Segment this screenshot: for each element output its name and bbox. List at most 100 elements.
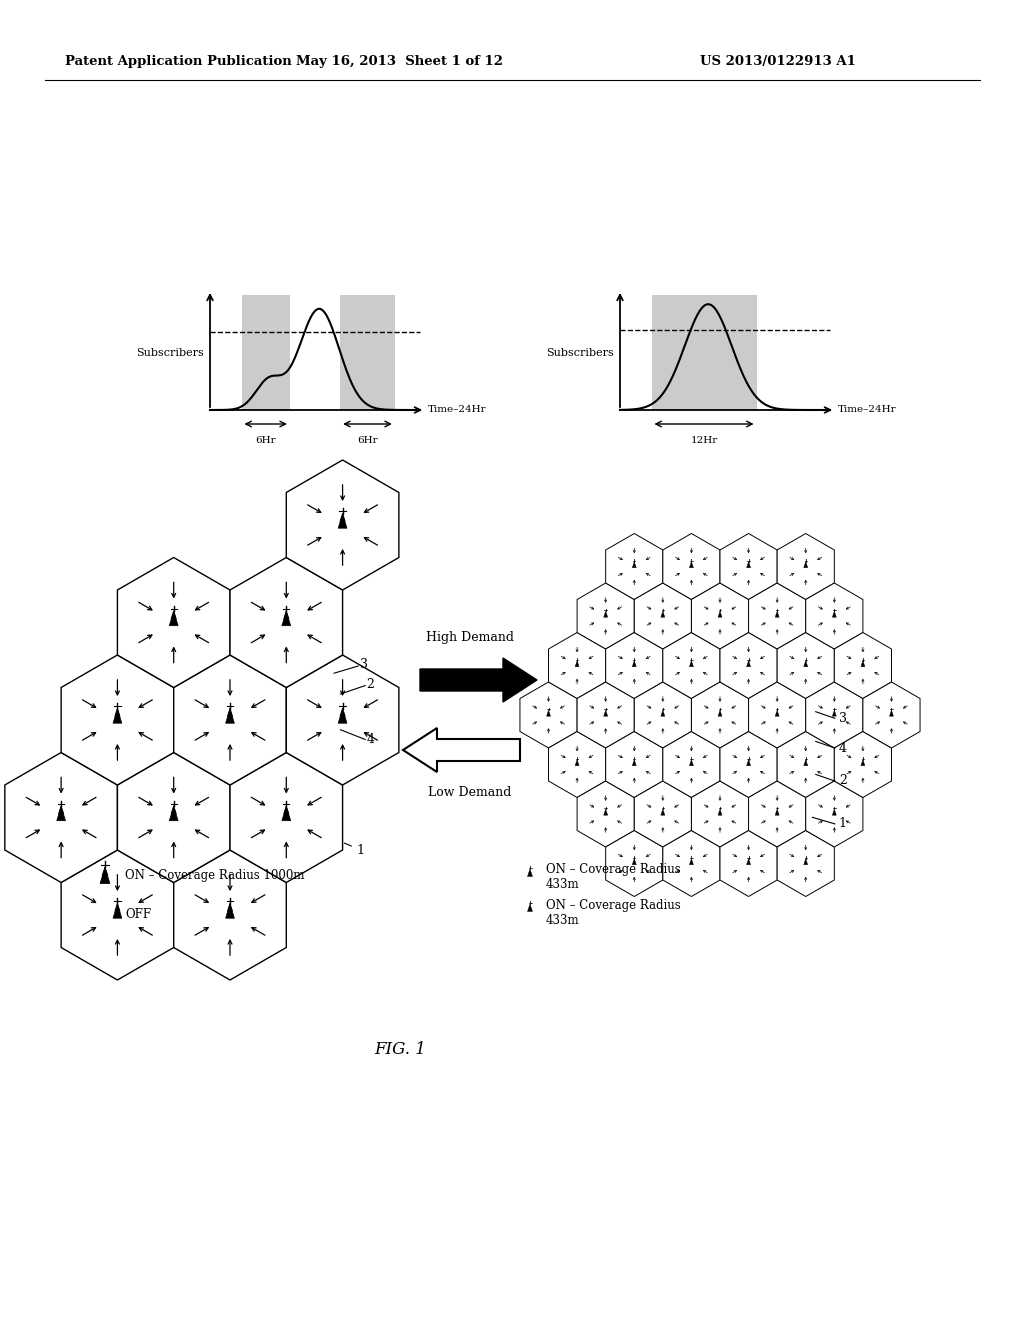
Bar	[340, 294, 395, 411]
Text: 3: 3	[360, 659, 368, 672]
Text: 433m: 433m	[546, 913, 580, 927]
Polygon shape	[632, 562, 636, 568]
Polygon shape	[749, 583, 806, 649]
Polygon shape	[5, 752, 118, 883]
Text: FIG. 1: FIG. 1	[374, 1041, 426, 1059]
Polygon shape	[230, 752, 343, 883]
Polygon shape	[100, 867, 110, 883]
Text: 3: 3	[839, 711, 847, 725]
Text: May 16, 2013  Sheet 1 of 12: May 16, 2013 Sheet 1 of 12	[297, 55, 504, 69]
Polygon shape	[575, 661, 580, 667]
Polygon shape	[634, 682, 691, 748]
Polygon shape	[578, 781, 634, 847]
Polygon shape	[282, 807, 291, 821]
Polygon shape	[835, 731, 892, 797]
Text: 6Hr: 6Hr	[255, 436, 275, 445]
Text: 6Hr: 6Hr	[357, 436, 378, 445]
Text: 433m: 433m	[546, 879, 580, 891]
Polygon shape	[287, 655, 399, 785]
Polygon shape	[634, 781, 691, 847]
Polygon shape	[660, 809, 665, 816]
Polygon shape	[777, 731, 835, 797]
Polygon shape	[663, 731, 720, 797]
Polygon shape	[833, 611, 837, 618]
Polygon shape	[689, 859, 693, 865]
Polygon shape	[549, 731, 605, 797]
Polygon shape	[806, 781, 863, 847]
Polygon shape	[660, 611, 665, 618]
Polygon shape	[169, 807, 178, 821]
Polygon shape	[861, 760, 865, 766]
Polygon shape	[632, 661, 636, 667]
Polygon shape	[777, 632, 835, 698]
Polygon shape	[174, 655, 287, 785]
Polygon shape	[863, 682, 920, 748]
Polygon shape	[549, 632, 605, 698]
Polygon shape	[691, 583, 749, 649]
Polygon shape	[287, 459, 399, 590]
Polygon shape	[691, 682, 749, 748]
Polygon shape	[174, 850, 287, 979]
Text: Time–24Hr: Time–24Hr	[428, 405, 486, 414]
Polygon shape	[605, 533, 663, 599]
Polygon shape	[663, 830, 720, 896]
Polygon shape	[890, 710, 894, 717]
Text: Time–24Hr: Time–24Hr	[838, 405, 897, 414]
Polygon shape	[777, 830, 835, 896]
Polygon shape	[746, 562, 751, 568]
Polygon shape	[101, 909, 109, 920]
Polygon shape	[663, 632, 720, 698]
Polygon shape	[689, 562, 693, 568]
Polygon shape	[720, 533, 777, 599]
Text: Subscribers: Subscribers	[136, 348, 204, 358]
Polygon shape	[282, 611, 291, 626]
Polygon shape	[225, 904, 234, 919]
Polygon shape	[691, 781, 749, 847]
Polygon shape	[527, 904, 532, 912]
Polygon shape	[56, 807, 66, 821]
Polygon shape	[804, 859, 808, 865]
Polygon shape	[804, 562, 808, 568]
Polygon shape	[749, 682, 806, 748]
Polygon shape	[746, 760, 751, 766]
Polygon shape	[689, 760, 693, 766]
Polygon shape	[61, 655, 174, 785]
Text: ON – Coverage Radius: ON – Coverage Radius	[546, 899, 681, 912]
Polygon shape	[777, 533, 835, 599]
Text: 2: 2	[367, 677, 375, 690]
Polygon shape	[632, 859, 636, 865]
Polygon shape	[775, 710, 779, 717]
Polygon shape	[604, 809, 607, 816]
Polygon shape	[403, 729, 520, 772]
Bar	[651, 294, 757, 411]
Polygon shape	[578, 583, 634, 649]
Polygon shape	[113, 709, 122, 723]
Polygon shape	[720, 632, 777, 698]
Polygon shape	[420, 657, 537, 702]
Polygon shape	[720, 830, 777, 896]
Polygon shape	[225, 709, 234, 723]
Text: 4: 4	[839, 742, 847, 755]
Polygon shape	[118, 752, 230, 883]
Polygon shape	[578, 682, 634, 748]
Text: OFF: OFF	[125, 908, 152, 921]
Text: US 2013/0122913 A1: US 2013/0122913 A1	[700, 55, 856, 69]
Polygon shape	[605, 632, 663, 698]
Polygon shape	[806, 682, 863, 748]
Polygon shape	[605, 830, 663, 896]
Polygon shape	[575, 760, 580, 766]
Polygon shape	[660, 710, 665, 717]
Polygon shape	[338, 513, 347, 528]
Polygon shape	[861, 661, 865, 667]
Polygon shape	[113, 904, 122, 919]
Text: High Demand: High Demand	[426, 631, 514, 644]
Polygon shape	[527, 869, 532, 876]
Bar	[242, 294, 290, 411]
Polygon shape	[718, 809, 722, 816]
Polygon shape	[804, 760, 808, 766]
Polygon shape	[835, 632, 892, 698]
Text: ON – Coverage Radius: ON – Coverage Radius	[546, 863, 681, 876]
Polygon shape	[634, 583, 691, 649]
Text: 12Hr: 12Hr	[690, 436, 718, 445]
Text: 1: 1	[344, 843, 365, 857]
